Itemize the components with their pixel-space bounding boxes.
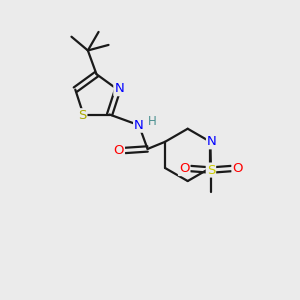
Text: N: N bbox=[114, 82, 124, 95]
Text: O: O bbox=[179, 162, 189, 175]
Text: S: S bbox=[78, 109, 86, 122]
Text: N: N bbox=[207, 135, 217, 148]
Text: O: O bbox=[232, 162, 243, 175]
Text: S: S bbox=[207, 164, 215, 177]
Text: H: H bbox=[148, 115, 157, 128]
Text: N: N bbox=[134, 119, 144, 132]
Text: O: O bbox=[113, 144, 124, 157]
